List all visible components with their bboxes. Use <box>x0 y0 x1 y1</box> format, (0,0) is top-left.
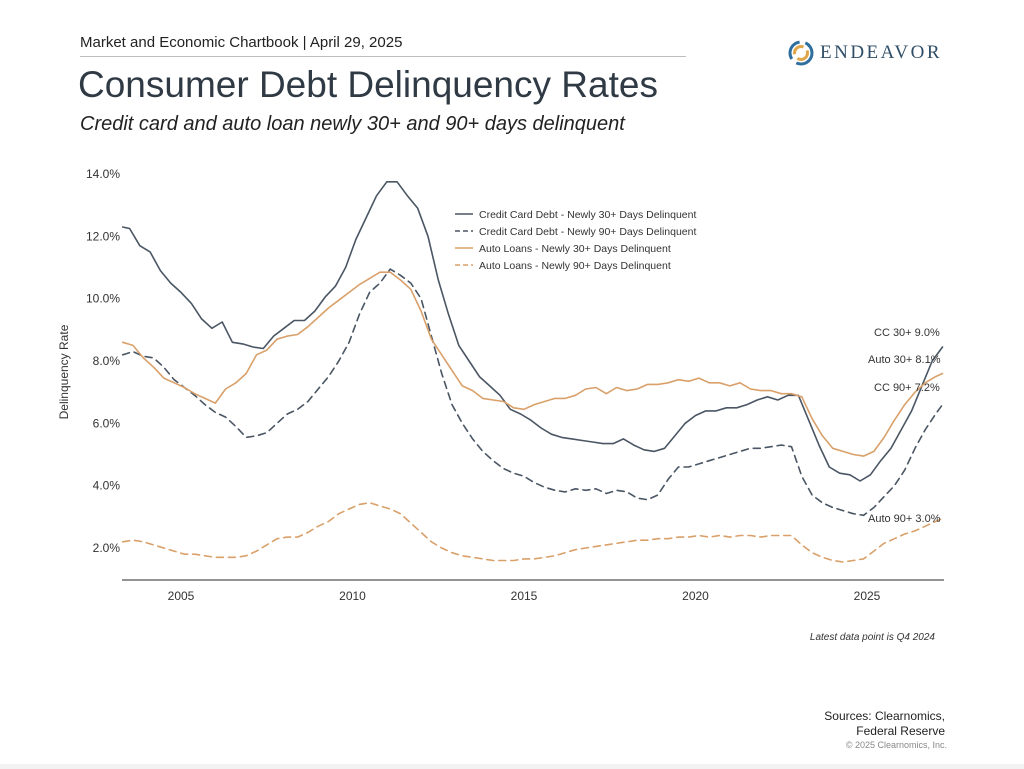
y-tick-label: 14.0% <box>86 167 120 181</box>
y-tick-label: 6.0% <box>93 416 121 430</box>
sources: Sources: Clearnomics, Federal Reserve <box>760 709 945 739</box>
series-end-labels: CC 30+ 9.0% CC 90+ 7.2% Auto 30+ 8.1% Auto … <box>868 327 941 525</box>
x-tick-label: 2020 <box>682 589 709 603</box>
y-tick-label: 8.0% <box>93 354 121 368</box>
series-lines <box>121 181 944 563</box>
series-end-label: Auto 30+ 8.1% <box>868 354 941 366</box>
copyright: © 2025 Clearnomics, Inc. <box>845 740 947 750</box>
x-axis: 2005 2010 2015 2020 2025 <box>122 579 944 603</box>
legend-entry: Credit Card Debt - Newly 90+ Days Delinq… <box>479 226 696 238</box>
y-tick-label: 4.0% <box>93 479 121 493</box>
x-tick-label: 2025 <box>854 589 881 603</box>
header-divider <box>80 56 686 57</box>
y-tick-label: 12.0% <box>86 229 120 243</box>
series-end-label: CC 30+ 9.0% <box>874 327 940 339</box>
legend-entry: Credit Card Debt - Newly 30+ Days Delinq… <box>479 209 696 221</box>
endeavor-logo-icon <box>788 40 814 66</box>
x-tick-label: 2005 <box>168 589 195 603</box>
series-end-label: Auto 90+ 3.0% <box>868 513 941 525</box>
series-line-4 <box>121 502 944 563</box>
y-tick-label: 10.0% <box>86 292 120 306</box>
series-line-3 <box>121 271 944 457</box>
sources-line-2: Federal Reserve <box>856 724 945 738</box>
y-axis-label: Delinquency Rate <box>57 324 71 419</box>
chartbook-date-line: Market and Economic Chartbook | April 29… <box>80 34 403 51</box>
page-title: Consumer Debt Delinquency Rates <box>78 64 658 105</box>
series-end-label: CC 90+ 7.2% <box>874 382 940 394</box>
endeavor-logo: ENDEAVOR <box>788 40 942 66</box>
bottom-strip <box>0 764 1024 769</box>
y-axis: 2.0% 4.0% 6.0% 8.0% 10.0% 12.0% 14.0% <box>86 167 120 555</box>
x-tick-label: 2010 <box>339 589 366 603</box>
y-tick-label: 2.0% <box>93 541 121 555</box>
series-line-2 <box>121 268 944 517</box>
legend-entry: Auto Loans - Newly 30+ Days Delinquent <box>479 243 671 255</box>
endeavor-logo-text: ENDEAVOR <box>820 42 943 63</box>
sources-line-1: Sources: Clearnomics, <box>824 709 945 723</box>
x-tick-label: 2015 <box>511 589 538 603</box>
legend-entry: Auto Loans - Newly 90+ Days Delinquent <box>479 260 671 272</box>
series-line-1 <box>121 181 944 482</box>
page-subtitle: Credit card and auto loan newly 30+ and … <box>80 113 625 135</box>
chart-legend: Credit Card Debt - Newly 30+ Days Delinq… <box>455 209 696 272</box>
latest-data-note: Latest data point is Q4 2024 <box>809 632 935 643</box>
